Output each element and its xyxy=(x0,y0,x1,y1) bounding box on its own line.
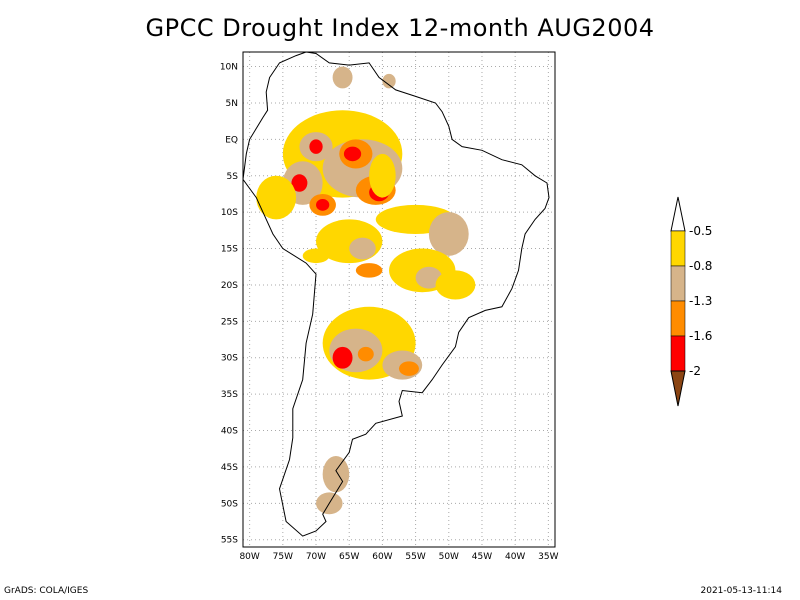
lon-tick-label: 50W xyxy=(439,552,459,562)
drought-region xyxy=(357,346,374,362)
drought-region xyxy=(332,346,353,369)
lat-tick-label: 40S xyxy=(221,427,238,437)
legend: -0.5 -0.8 -1.3 -1.6 -2 xyxy=(670,196,712,407)
drought-region xyxy=(302,248,330,264)
lat-tick-label: 25S xyxy=(221,317,238,327)
legend-label: -0.8 xyxy=(689,259,712,273)
legend-label: -1.3 xyxy=(689,294,712,308)
drought-region xyxy=(343,146,362,162)
lon-tick-label: 75W xyxy=(273,552,293,562)
drought-region xyxy=(399,361,419,376)
lon-tick-label: 35W xyxy=(538,552,558,562)
legend-bottom-arrow xyxy=(670,370,686,407)
footer-credit: GrADS: COLA/IGES xyxy=(4,586,89,596)
legend-label: -2 xyxy=(689,364,701,378)
lon-tick-label: 70W xyxy=(306,552,326,562)
drought-region xyxy=(428,212,469,256)
lat-tick-label: EQ xyxy=(225,135,238,145)
drought-region xyxy=(355,263,383,278)
lon-labels: 80W 75W 70W 65W 60W 55W 50W 45W 40W 35W xyxy=(239,552,558,562)
legend-top-arrow xyxy=(670,196,686,232)
legend-swatch xyxy=(670,230,686,267)
drought-region xyxy=(415,266,443,289)
footer-timestamp: 2021-05-13-11:14 xyxy=(700,586,783,596)
coastline xyxy=(242,51,550,537)
lon-tick-label: 65W xyxy=(339,552,359,562)
map-frame xyxy=(242,51,556,548)
drought-region xyxy=(369,153,396,198)
drought-fill-regions xyxy=(256,66,476,515)
drought-region xyxy=(382,73,396,89)
drought-region xyxy=(291,174,308,192)
lat-tick-label: 45S xyxy=(221,463,238,473)
lat-tick-label: 5S xyxy=(227,172,239,182)
drought-region xyxy=(256,175,297,220)
lat-tick-label: 20S xyxy=(221,281,238,291)
legend-swatch xyxy=(670,300,686,337)
lat-tick-label: 15S xyxy=(221,245,238,255)
lon-tick-label: 55W xyxy=(405,552,425,562)
lon-tick-label: 45W xyxy=(472,552,492,562)
lat-tick-label: 50S xyxy=(221,499,238,509)
grid-lines xyxy=(243,52,555,547)
legend-swatch xyxy=(670,265,686,302)
lon-tick-label: 40W xyxy=(505,552,525,562)
lon-tick-label: 80W xyxy=(239,552,259,562)
lon-tick-label: 60W xyxy=(372,552,392,562)
lat-tick-label: 30S xyxy=(221,354,238,364)
drought-region xyxy=(349,237,376,260)
lat-tick-label: 55S xyxy=(221,536,238,546)
lat-tick-label: 10N xyxy=(220,63,238,73)
drought-region xyxy=(322,456,350,493)
legend-label: -0.5 xyxy=(689,224,712,238)
lat-tick-label: 35S xyxy=(221,390,238,400)
continent-outline xyxy=(242,51,550,537)
lat-tick-label: 5N xyxy=(226,99,238,109)
drought-region xyxy=(316,199,330,211)
lat-labels: 10N 5N EQ 5S 10S 15S 20S 25S 30S 35S 40S 45S 50S 55S xyxy=(220,63,238,546)
drought-region xyxy=(309,139,323,154)
drought-region xyxy=(435,270,476,300)
legend-label: -1.6 xyxy=(689,329,712,343)
drought-region xyxy=(332,66,353,89)
lat-tick-label: 10S xyxy=(221,208,238,218)
map-title: GPCC Drought Index 12-month AUG2004 xyxy=(145,14,655,42)
legend-swatch xyxy=(670,335,686,372)
